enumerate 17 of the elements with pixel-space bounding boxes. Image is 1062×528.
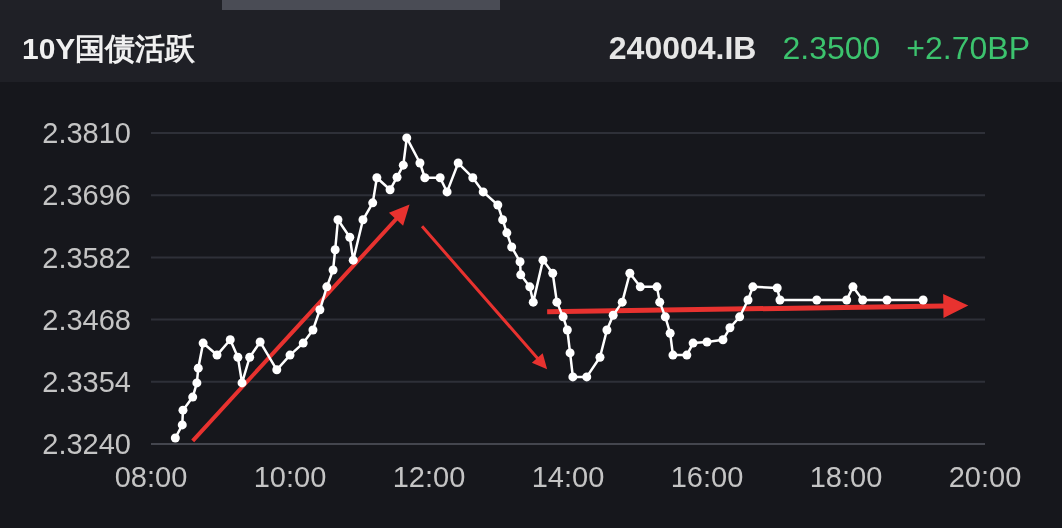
text: +2.70BP xyxy=(906,30,1030,66)
x-tick-label: 16:00 xyxy=(670,461,744,493)
y-tick-label: 2.3582 xyxy=(42,241,131,274)
x-tick-label: 12:00 xyxy=(392,461,466,493)
x-tick-label: 20:00 xyxy=(948,461,1022,493)
x-tick-label: 18:00 xyxy=(809,461,883,493)
x-tick-label: 08:00 xyxy=(114,461,188,493)
text: 2.3500 xyxy=(782,30,881,66)
y-tick-label: 2.3468 xyxy=(42,303,131,336)
y-tick-label: 2.3240 xyxy=(42,428,131,461)
y-tick-label: 2.3810 xyxy=(42,117,131,150)
y-tick-label: 2.3696 xyxy=(42,179,131,212)
x-tick-label: 10:00 xyxy=(253,461,327,493)
text: 240004.IB xyxy=(608,30,757,66)
x-tick-label: 14:00 xyxy=(531,461,605,493)
y-tick-label: 2.3354 xyxy=(42,365,131,398)
chart-title: 10Y国债活跃 xyxy=(22,32,197,65)
